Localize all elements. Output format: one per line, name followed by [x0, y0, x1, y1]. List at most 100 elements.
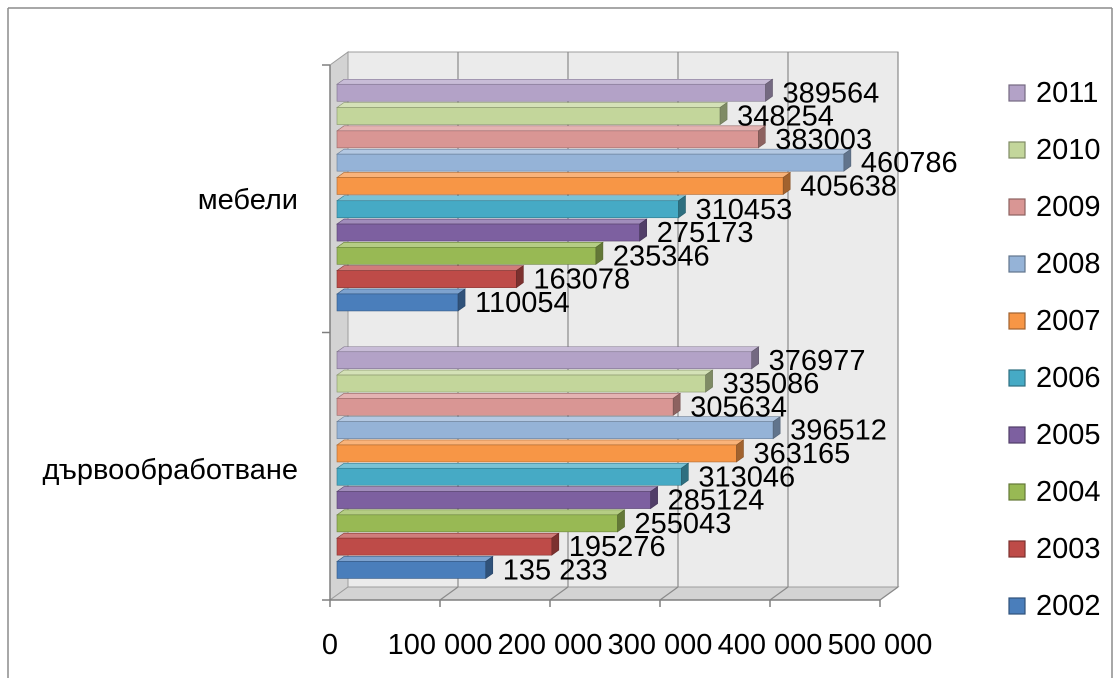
bar-end-face: [457, 288, 466, 312]
bar-front-face: [336, 153, 845, 172]
data-label: 460786: [861, 147, 958, 179]
data-label: 163078: [533, 264, 630, 296]
bar-darvoobrabotvane-2006: [336, 462, 690, 486]
bar-darvoobrabotvane-2005: [336, 485, 659, 510]
bar-darvoobrabotvane-2009: [336, 392, 682, 416]
data-label: 235346: [613, 240, 710, 272]
bar-front-face: [336, 107, 721, 125]
x-tick-label: 100 000: [388, 629, 493, 661]
legend: 2011 2010 2009 2008 2007 2006 2005 2004 2003 2002: [1008, 77, 1101, 622]
legend-item-2004: 2004: [1008, 476, 1101, 508]
data-label: 195276: [569, 531, 666, 563]
bar-top-face: [336, 125, 767, 132]
bar-end-face: [639, 218, 647, 242]
bar-end-face: [772, 416, 781, 440]
legend-swatch: [1008, 540, 1026, 558]
legend-item-2007: 2007: [1008, 305, 1101, 337]
bar-front-face: [336, 374, 706, 393]
bar-front-face: [336, 491, 651, 509]
bar-end-face: [705, 369, 713, 393]
x-tick-label: 0: [322, 629, 338, 661]
data-label: 285124: [668, 485, 765, 517]
value-axis: 0 100 000 200 000 300 000 400 000 500 000: [322, 599, 932, 661]
category-label: дървообработване: [43, 454, 298, 486]
bar-front-face: [336, 467, 682, 486]
bar-top-face: [336, 346, 760, 353]
bar-top-face: [336, 532, 560, 539]
plot-area: 1100541630782353462751733104534056384607…: [328, 51, 958, 601]
bar-darvoobrabotvane-2007: [336, 439, 745, 463]
bar-top-face: [336, 78, 774, 85]
legend-item-2003: 2003: [1008, 533, 1101, 565]
data-label: 405638: [800, 170, 897, 202]
legend-label: 2009: [1036, 191, 1101, 223]
data-label: 275173: [657, 217, 754, 249]
data-label: 348254: [737, 101, 834, 133]
bar-top-face: [336, 393, 682, 399]
bar-front-face: [336, 293, 459, 312]
bar-end-face: [617, 509, 625, 533]
data-label: 110054: [475, 287, 570, 319]
bar-end-face: [485, 555, 494, 580]
bar-mebeli-2006: [336, 195, 687, 219]
bar-top-face: [336, 556, 494, 562]
legend-label: 2007: [1036, 305, 1101, 337]
bar-end-face: [758, 125, 766, 149]
bar-end-face: [678, 195, 686, 219]
data-label: 310453: [695, 194, 792, 226]
bar-front-face: [336, 270, 517, 288]
bar-end-face: [765, 78, 773, 102]
bar-front-face: [336, 421, 774, 439]
data-label: 255043: [635, 508, 732, 540]
bar-front-face: [336, 83, 766, 102]
bars: [336, 78, 852, 580]
legend-item-2005: 2005: [1008, 419, 1101, 451]
bar-end-face: [650, 485, 658, 510]
floor-gridline: [769, 586, 789, 601]
bar-mebeli-2008: [336, 148, 852, 172]
data-label: 383003: [775, 124, 872, 156]
legend-swatch: [1008, 483, 1026, 501]
bar-end-face: [681, 462, 689, 486]
category-axis: мебели дървообработване: [43, 64, 331, 601]
data-labels: 1100541630782353462751733104534056384607…: [475, 77, 958, 586]
floor-gridline: [879, 586, 899, 601]
bar-darvoobrabotvane-2003: [336, 532, 560, 556]
bar-top-face: [336, 486, 659, 492]
bar-top-face: [336, 265, 525, 271]
x-tick-label: 400 000: [718, 629, 823, 661]
legend-swatch: [1008, 312, 1026, 330]
bar-top-face: [336, 439, 745, 446]
legend-item-2011: 2011: [1008, 77, 1098, 109]
category-label: мебели: [198, 184, 298, 216]
legend-label: 2006: [1036, 362, 1101, 394]
legend-label: 2010: [1036, 134, 1101, 166]
bar-end-face: [551, 532, 560, 556]
bar-front-face: [336, 130, 759, 149]
bar-mebeli-2005: [336, 218, 648, 242]
bar-top-face: [336, 218, 648, 225]
bar-top-face: [336, 242, 604, 248]
legend-swatch: [1008, 597, 1026, 615]
data-label: 389564: [783, 77, 880, 109]
x-tick-label: 300 000: [608, 629, 713, 661]
bar-end-face: [516, 265, 524, 289]
bar-mebeli-2011: [336, 78, 774, 102]
bar-front-face: [336, 444, 737, 463]
legend-swatch: [1008, 84, 1026, 102]
data-label: 135 233: [503, 554, 608, 586]
bar-end-face: [719, 101, 728, 126]
bar-mebeli-2009: [336, 125, 767, 149]
bar-end-face: [843, 148, 852, 172]
bar-top-face: [336, 369, 714, 376]
legend-item-2006: 2006: [1008, 362, 1101, 394]
bar-mebeli-2003: [336, 265, 525, 289]
legend-label: 2008: [1036, 248, 1101, 280]
floor: [328, 586, 900, 601]
x-tick-label: 200 000: [498, 629, 603, 661]
legend-item-2002: 2002: [1008, 590, 1101, 622]
bar-darvoobrabotvane-2004: [336, 509, 626, 533]
bar-front-face: [336, 537, 553, 556]
bar-front-face: [336, 561, 487, 579]
bar-end-face: [782, 171, 791, 196]
